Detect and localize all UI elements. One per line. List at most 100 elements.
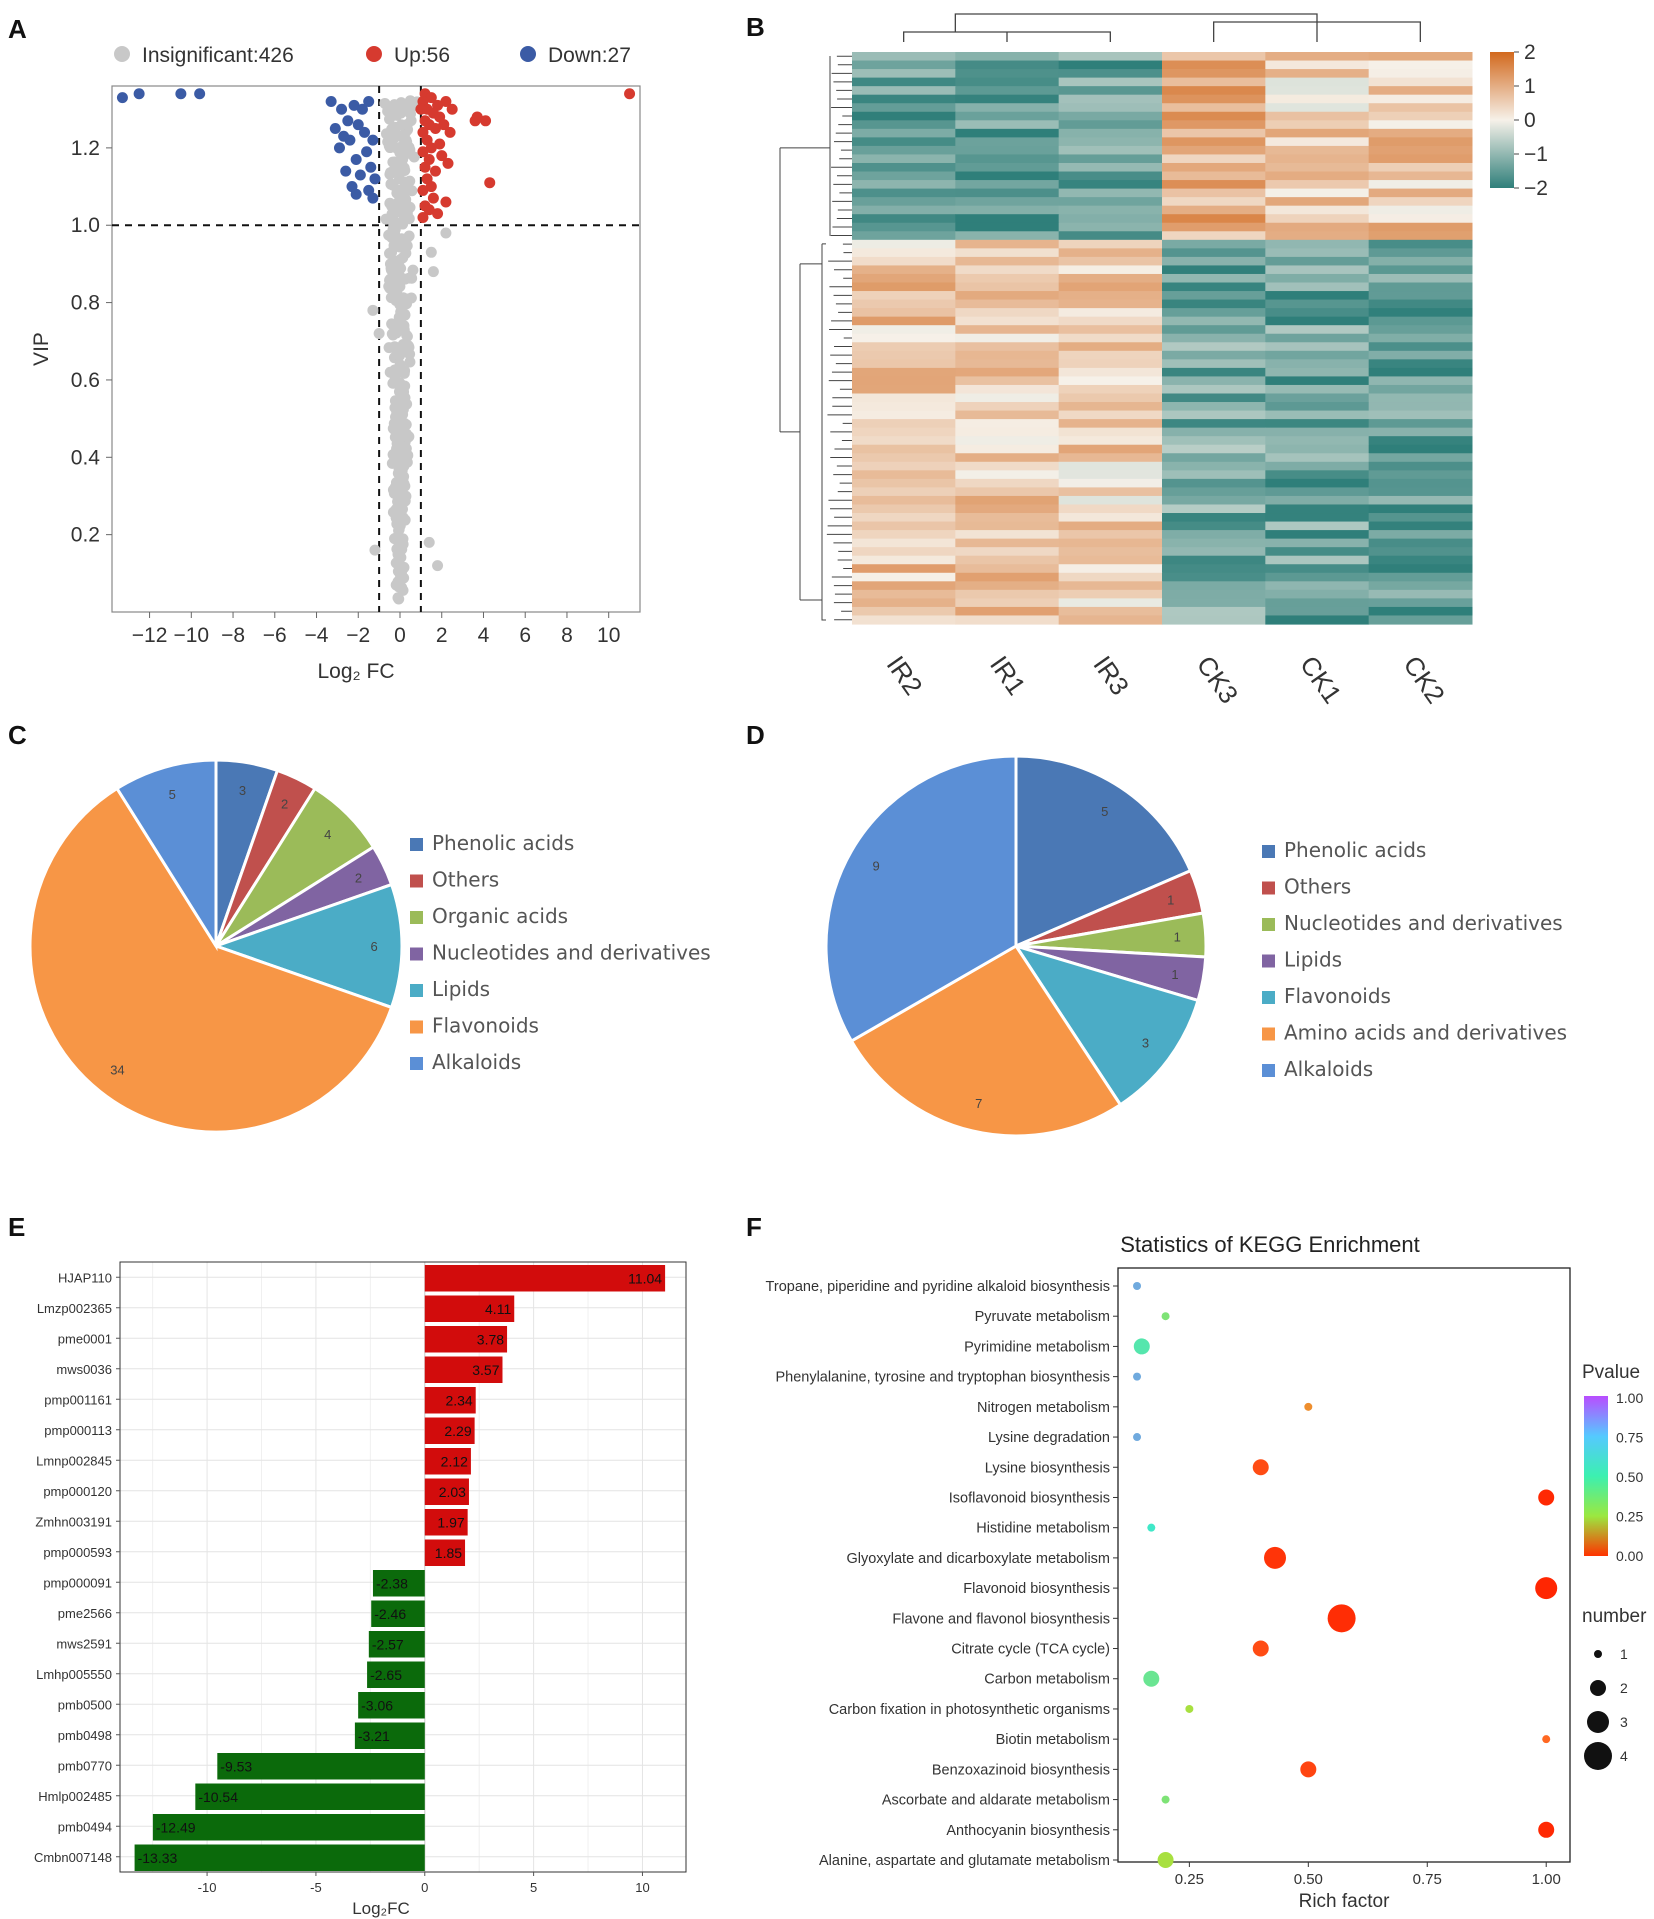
heatmap-cell bbox=[1058, 513, 1163, 523]
heatmap-cell bbox=[1368, 419, 1473, 429]
x-axis-label: Log₂FC bbox=[352, 1899, 410, 1918]
heatmap-cell bbox=[1058, 521, 1163, 531]
legend-label-alkaloids: Alkaloids bbox=[432, 1050, 521, 1074]
pathway-label-ascorbate-and-aldarate-metabolism: Ascorbate and aldarate metabolism bbox=[882, 1793, 1110, 1809]
heatmap-cell bbox=[1265, 521, 1370, 531]
bubble-benzoxazinoid-biosynthesis bbox=[1300, 1761, 1317, 1778]
heatmap-cell bbox=[1368, 521, 1473, 531]
legend-swatch bbox=[1262, 881, 1275, 895]
pathway-label-flavone-and-flavonol-biosynthesis: Flavone and flavonol biosynthesis bbox=[892, 1611, 1110, 1627]
heatmap-cell bbox=[1265, 478, 1370, 489]
heatmap-cell bbox=[1265, 180, 1370, 190]
heatmap-cell bbox=[1162, 316, 1266, 326]
column-label-ir2: IR2 bbox=[881, 650, 929, 700]
heatmap-cell bbox=[852, 111, 956, 121]
heatmap-cell bbox=[852, 154, 956, 164]
up-point bbox=[440, 95, 452, 107]
heatmap-cell bbox=[1162, 239, 1266, 249]
heatmap-cell bbox=[1265, 581, 1370, 591]
y-tick-label: 1.0 bbox=[71, 214, 100, 237]
heatmap-cell bbox=[1368, 350, 1473, 360]
down-point bbox=[336, 103, 348, 115]
colorbar-tick-label: 0 bbox=[1524, 109, 1536, 132]
heatmap-cell bbox=[955, 256, 1060, 267]
bar-chart: 11.04 HJAP110 4.11 Lmzp002365 3.78 pme0001 3.5… bbox=[34, 1261, 687, 1918]
heatmap-cell bbox=[1058, 197, 1163, 207]
insignificant-point bbox=[393, 593, 405, 605]
heatmap-cell bbox=[852, 598, 956, 608]
heatmap-cell bbox=[1058, 376, 1163, 386]
legend-label-nucleotides-and-derivatives: Nucleotides and derivatives bbox=[432, 941, 711, 965]
insignificant-point bbox=[394, 350, 406, 362]
heatmap-cell bbox=[852, 547, 956, 557]
heatmap-cell bbox=[955, 128, 1060, 138]
heatmap-cell bbox=[1368, 376, 1473, 386]
heatmap-cell bbox=[955, 513, 1060, 523]
heatmap-cell bbox=[1058, 248, 1163, 258]
heatmap-cell bbox=[955, 487, 1060, 497]
up-point bbox=[419, 161, 431, 173]
bubble-ascorbate-and-aldarate-metabolism bbox=[1161, 1795, 1170, 1804]
heatmap-cell bbox=[1162, 470, 1266, 480]
bar-value-label: 4.11 bbox=[485, 1301, 511, 1317]
panel-label-f: F bbox=[746, 1212, 762, 1242]
heatmap-cell bbox=[1058, 572, 1163, 582]
heatmap-cell bbox=[1368, 427, 1473, 437]
heatmap-cell bbox=[1368, 453, 1473, 463]
pathway-label-carbon-metabolism: Carbon metabolism bbox=[984, 1672, 1110, 1688]
insignificant-point bbox=[401, 432, 413, 444]
down-point bbox=[329, 123, 341, 135]
heatmap-cell bbox=[1058, 487, 1163, 497]
legend-swatch bbox=[1262, 991, 1275, 1004]
heatmap-cell bbox=[852, 436, 956, 446]
heatmap-cell bbox=[852, 393, 956, 403]
heatmap-cell bbox=[1162, 598, 1266, 608]
heatmap-cell bbox=[1265, 615, 1370, 625]
up-point bbox=[417, 146, 429, 158]
x-tick-label: 4 bbox=[478, 624, 490, 647]
up-point bbox=[427, 192, 439, 204]
x-tick-label: 0 bbox=[394, 624, 406, 647]
legend-swatch bbox=[410, 874, 423, 888]
heatmap-cell bbox=[1368, 555, 1473, 565]
heatmap-cell bbox=[1265, 282, 1370, 292]
heatmap-cell bbox=[1265, 470, 1370, 480]
heatmap-cell bbox=[852, 162, 956, 173]
heatmap-cell bbox=[1368, 273, 1473, 284]
heatmap-cell bbox=[852, 197, 956, 207]
heatmap-cell bbox=[852, 282, 956, 292]
x-tick-label: −4 bbox=[305, 624, 329, 647]
pie-slice-alkaloids bbox=[114, 758, 218, 952]
heatmap-cell bbox=[1368, 231, 1473, 241]
heatmap-cell bbox=[1368, 205, 1473, 215]
insignificant-point bbox=[432, 560, 444, 572]
heatmap-cell bbox=[1162, 86, 1266, 96]
insignificant-point bbox=[401, 329, 413, 341]
heatmap-cell bbox=[1265, 69, 1370, 79]
legend-marker bbox=[366, 46, 382, 62]
down-point bbox=[365, 161, 377, 173]
heatmap-cell bbox=[1368, 461, 1473, 471]
heatmap-cell bbox=[852, 572, 956, 582]
up-point bbox=[425, 142, 437, 154]
heatmap-cell bbox=[1368, 530, 1473, 540]
heatmap-cell bbox=[1058, 495, 1163, 506]
heatmap-cell bbox=[1368, 120, 1473, 130]
bar-value-label: 11.04 bbox=[628, 1270, 662, 1286]
up-point bbox=[415, 103, 427, 115]
up-point bbox=[442, 157, 454, 169]
heatmap-cell bbox=[1265, 120, 1370, 130]
bar-value-label: 1.97 bbox=[437, 1514, 464, 1530]
heatmap-cell bbox=[1368, 60, 1473, 70]
heatmap-cell bbox=[1058, 52, 1163, 62]
heatmap-cell bbox=[1265, 359, 1370, 369]
bar-lmnp002845 bbox=[424, 1448, 471, 1475]
bar-mws0036 bbox=[424, 1356, 503, 1383]
heatmap-cell bbox=[1265, 427, 1370, 437]
pathway-label-tropane-piperidine-and-pyridine-alkaloid-biosynthesis: Tropane, piperidine and pyridine alkaloi… bbox=[766, 1279, 1110, 1295]
category-label-pmp000593: pmp000593 bbox=[43, 1545, 112, 1560]
bar-pmp001161 bbox=[424, 1387, 476, 1414]
heatmap-cell bbox=[1368, 615, 1473, 625]
bubble-pyruvate-metabolism bbox=[1161, 1312, 1170, 1321]
bar-value-label: 1.85 bbox=[435, 1545, 462, 1561]
